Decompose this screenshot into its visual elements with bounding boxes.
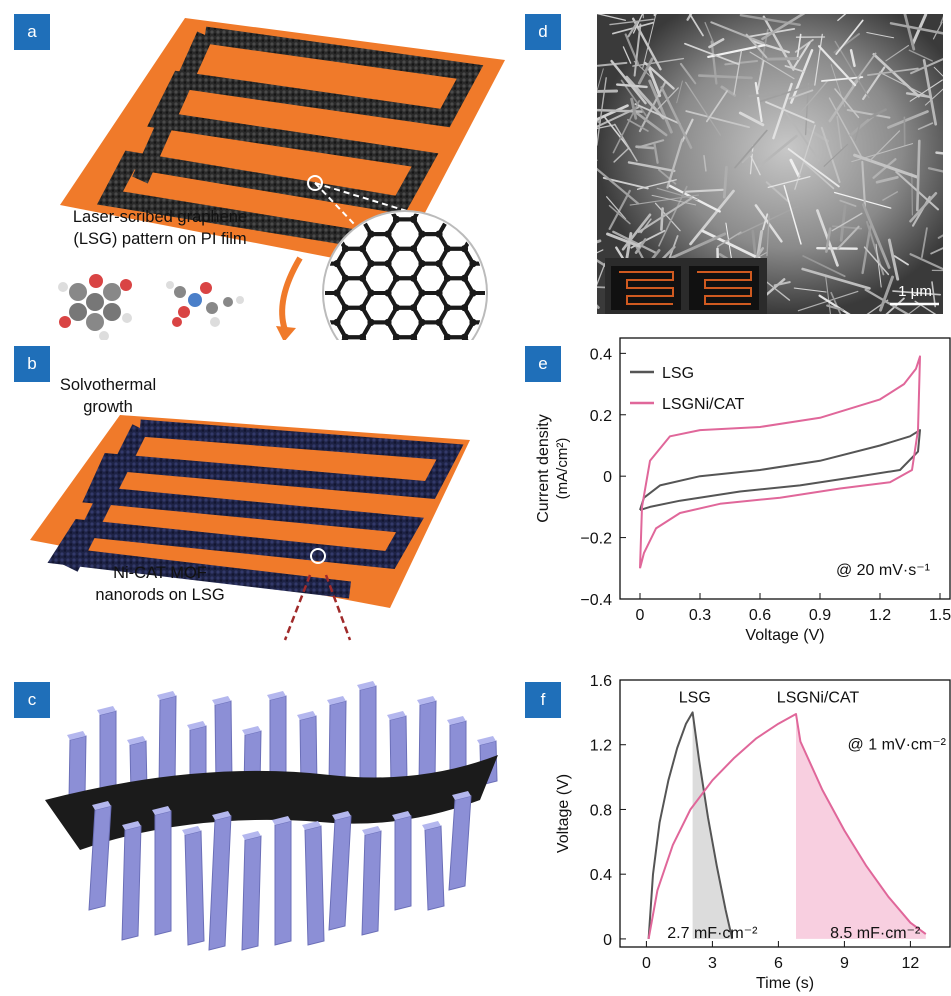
lsg-capacitance-label: 2.7 mF·cm⁻²	[667, 925, 758, 942]
x-tick-label: 0.6	[749, 607, 771, 624]
panel-a-label: a	[14, 14, 50, 50]
panel-a-illustration	[58, 18, 505, 340]
process-arrow	[279, 256, 303, 331]
y-tick-label: 0.8	[590, 802, 612, 819]
panel-a-caption-line1: Laser-scribed graphene	[72, 208, 248, 226]
panel-d-label: d	[525, 14, 561, 50]
x-tick-label: 12	[902, 955, 920, 972]
scale-bar-label: 1 μm	[898, 283, 932, 300]
y-tick-label: 0.4	[590, 346, 612, 363]
sem-image: 1 μm	[597, 14, 943, 314]
plot-frame	[619, 337, 951, 600]
nickel-acetate-molecule	[166, 281, 244, 327]
lsgni-discharge-area	[796, 714, 926, 939]
lsgni-capacitance-label: 8.5 mF·cm⁻²	[830, 925, 921, 942]
x-tick-label: 9	[840, 955, 849, 972]
mof-coated-pattern	[47, 419, 464, 599]
panel-b-label: b	[14, 346, 50, 382]
y-tick-label: 1.2	[590, 738, 612, 755]
panel-b-caption-line1: Ni-CAT MOF	[113, 564, 207, 582]
panel-a-caption: Laser-scribed graphene (LSG) pattern on …	[25, 206, 295, 250]
x-tick-label: 0.9	[809, 607, 831, 624]
panel-c-illustration	[45, 681, 498, 951]
chart-e: 0 0.3 0.6 0.9 1.2 1.5 0.4 0.2 0 −0.2 −0.4 Voltage (…	[535, 337, 951, 644]
series-line-lsg	[639, 429, 921, 511]
x-tick-label: 1.2	[869, 607, 891, 624]
panel-f-label: f	[525, 682, 561, 718]
panel-b-illustration	[30, 415, 470, 641]
x-tick-label: 0	[636, 607, 645, 624]
catechol-molecule	[58, 274, 132, 340]
graphene-lattice-zoom	[322, 210, 488, 340]
x-tick-label: 3	[708, 955, 717, 972]
panel-b-caption-line2: nanorods on LSG	[95, 586, 225, 604]
zoom-marker-b	[310, 548, 326, 564]
y-axis-unit: (mA/cm²)	[554, 438, 571, 500]
current-annotation: @ 1 mV·cm⁻²	[848, 737, 947, 754]
chart-f: 0 3 6 9 12 1.6 1.2 0.8 0.4 0 Time (s) Voltage (V) LS…	[555, 673, 951, 992]
series-line-lsg	[647, 711, 734, 940]
panel-b-caption-top: Solvothermal growth	[48, 374, 168, 418]
device-photo-inset	[605, 258, 767, 314]
lsg-pattern	[96, 26, 484, 251]
x-axis-label: Time (s)	[756, 975, 814, 992]
x-tick-label: 1.5	[929, 607, 951, 624]
zoom-marker-a	[307, 175, 323, 191]
y-axis-label: Voltage (V)	[555, 774, 572, 853]
scan-rate-annotation: @ 20 mV·s⁻¹	[836, 562, 930, 579]
panel-b-caption-top-line1: Solvothermal	[59, 376, 157, 394]
legend-label: LSGNi/CAT	[662, 396, 745, 413]
y-tick-label: −0.4	[580, 592, 612, 609]
y-tick-label: 0.2	[590, 408, 612, 425]
x-axis-label: Voltage (V)	[745, 627, 824, 644]
panel-a-caption-line2: (LSG) pattern on PI film	[73, 230, 247, 248]
legend-label: LSG	[662, 365, 694, 382]
x-tick-label: 0	[642, 955, 651, 972]
lsg-curve-label: LSG	[679, 690, 711, 707]
lsg-discharge-area	[692, 712, 733, 939]
y-axis-label: Current density	[535, 414, 552, 523]
panel-e-label: e	[525, 346, 561, 382]
panel-b-caption-top-line2: growth	[83, 398, 133, 416]
x-tick-label: 6	[774, 955, 783, 972]
lsgni-curve-label: LSGNi/CAT	[777, 690, 860, 707]
y-tick-label: 0.4	[590, 867, 612, 884]
y-tick-label: 0	[603, 932, 612, 949]
panel-b-caption: Ni-CAT MOF nanorods on LSG	[75, 562, 245, 606]
series-line-lsgni-cat	[639, 355, 921, 569]
plot-frame	[619, 679, 951, 948]
y-tick-label: −0.2	[580, 531, 612, 548]
x-tick-label: 0.3	[689, 607, 711, 624]
y-tick-label: 0	[603, 469, 612, 486]
panel-c-label: c	[14, 682, 50, 718]
y-tick-label: 1.6	[590, 673, 612, 690]
series-line-lsgni-cat	[647, 713, 927, 940]
